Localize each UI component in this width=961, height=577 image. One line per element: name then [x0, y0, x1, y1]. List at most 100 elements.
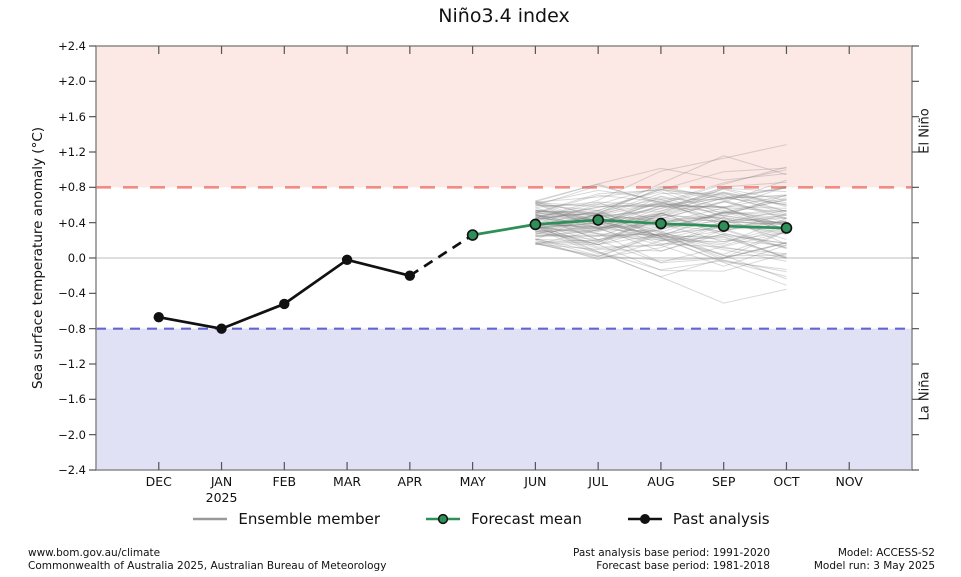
ensemble-member-line	[535, 193, 787, 246]
legend-item-label: Ensemble member	[238, 510, 381, 528]
legend-marker-icon	[193, 517, 228, 521]
y-tick-label: 0.0	[67, 251, 86, 265]
model-run-date: Model run: 3 May 2025	[813, 560, 935, 572]
past-analysis-point	[404, 270, 416, 281]
y-tick-label: +2.0	[58, 74, 86, 89]
past-analysis-point	[153, 311, 164, 323]
ensemble-member-line	[535, 204, 787, 230]
chart-legend: Ensemble member Forecast mean Past analysi…	[0, 510, 961, 528]
ensemble-member-line	[535, 202, 787, 222]
forecast-mean-line	[472, 218, 787, 237]
ensemble-member-line	[535, 189, 787, 215]
ensemble-member-line	[535, 234, 787, 259]
legend-item-ensemble-member: Ensemble member	[191, 510, 380, 528]
ensemble-member-line	[535, 224, 787, 259]
legend-marker-icon	[627, 514, 662, 524]
ensemble-member-line	[535, 169, 787, 207]
ensemble-member-line	[535, 213, 787, 246]
ensemble-member-line	[535, 167, 787, 211]
ensemble-member-line	[535, 213, 787, 249]
past-analysis-point	[341, 254, 353, 265]
y-tick-label: +1.6	[58, 109, 86, 124]
ensemble-member-line	[535, 189, 787, 225]
ensemble-member-line	[535, 231, 787, 261]
legend-item-past-analysis: Past analysis	[626, 510, 770, 528]
ensemble-member-line	[535, 166, 787, 228]
legend-item-forecast-mean: Forecast mean	[424, 510, 582, 528]
ensemble-member-line	[535, 214, 787, 236]
ensemble-member-line	[535, 187, 787, 244]
past-to-forecast-dashed-line	[409, 233, 474, 277]
ensemble-member-line	[535, 218, 787, 280]
ensemble-member-line	[535, 211, 787, 255]
forecast-mean-point	[780, 222, 793, 234]
forecast-mean-point	[529, 218, 542, 231]
ensemble-member-line	[535, 155, 787, 233]
ensemble-member-line	[535, 202, 787, 246]
ensemble-member-line	[535, 192, 787, 212]
ensemble-member-line	[535, 226, 787, 263]
ensemble-member-line	[535, 211, 787, 255]
y-tick-label: +2.4	[58, 39, 86, 53]
ensemble-member-line	[535, 217, 787, 245]
ensemble-member-line	[535, 186, 787, 225]
ensemble-member-line	[535, 227, 787, 252]
model-name: Model: ACCESS-S2	[837, 547, 935, 559]
x-tick-label: FEB	[272, 474, 297, 489]
ensemble-member-line	[535, 230, 787, 259]
footer-base-periods: Past analysis base period: 1991-2020 For…	[573, 547, 770, 573]
ensemble-member-line	[535, 225, 787, 247]
ensemble-member-line	[535, 232, 787, 273]
ensemble-member-line	[535, 222, 787, 259]
ensemble-member-line	[535, 144, 787, 219]
x-tick-label: MAY	[459, 474, 486, 489]
past-analysis-point	[279, 298, 290, 310]
ensemble-member-line	[535, 215, 787, 286]
el-nino-region-label: El Niño	[917, 108, 933, 154]
ensemble-member-line	[535, 214, 787, 246]
ensemble-member-line	[535, 188, 787, 219]
x-tick-label: APR	[397, 474, 423, 489]
ensemble-member-line	[535, 209, 787, 258]
y-tick-label: −0.8	[58, 321, 86, 336]
forecast-base-period: Forecast base period: 1981-2018	[596, 560, 770, 572]
ensemble-member-line	[535, 205, 787, 229]
y-tick-label: −1.2	[58, 357, 86, 371]
past-analysis-line	[158, 258, 411, 331]
x-tick-label: JAN	[210, 474, 233, 489]
ensemble-member-line	[535, 209, 787, 238]
ensemble-member-line	[535, 233, 787, 252]
ensemble-member-line	[535, 188, 787, 226]
ensemble-member-line	[535, 187, 787, 220]
el-nino-band	[96, 46, 912, 188]
ensemble-member-line	[535, 225, 787, 278]
y-tick-label: −1.6	[58, 392, 86, 407]
forecast-mean-point	[717, 220, 730, 232]
x-tick-label: SEP	[712, 474, 736, 489]
y-tick-label: +0.4	[58, 215, 86, 230]
ensemble-member-line	[535, 194, 787, 235]
ensemble-member-line	[535, 187, 787, 238]
x-tick-label: AUG	[647, 474, 675, 489]
ensemble-member-line	[535, 197, 787, 238]
ensemble-member-line	[535, 204, 787, 231]
ensemble-member-line	[535, 195, 787, 217]
ensemble-member-line	[535, 210, 787, 242]
footer-left: www.bom.gov.au/climate Commonwealth of A…	[28, 547, 386, 573]
legend-item-label: Forecast mean	[471, 510, 582, 528]
forecast-mean-point	[592, 214, 604, 226]
x-tick-label: DEC	[145, 474, 172, 489]
x-axis-year-label: 2025	[205, 490, 238, 505]
x-tick-label: MAR	[333, 474, 362, 489]
la-nina-region-label: La Niña	[917, 371, 933, 421]
ensemble-member-line	[535, 239, 787, 264]
footer-model-info: Model: ACCESS-S2 Model run: 3 May 2025	[814, 547, 935, 573]
ensemble-member-line	[535, 191, 787, 217]
x-tick-label: OCT	[773, 474, 800, 489]
ensemble-member-line	[535, 213, 787, 255]
ensemble-member-line	[535, 226, 787, 267]
forecast-mean-point	[655, 217, 667, 230]
y-tick-label: +1.2	[58, 145, 86, 159]
ensemble-member-line	[535, 195, 787, 238]
